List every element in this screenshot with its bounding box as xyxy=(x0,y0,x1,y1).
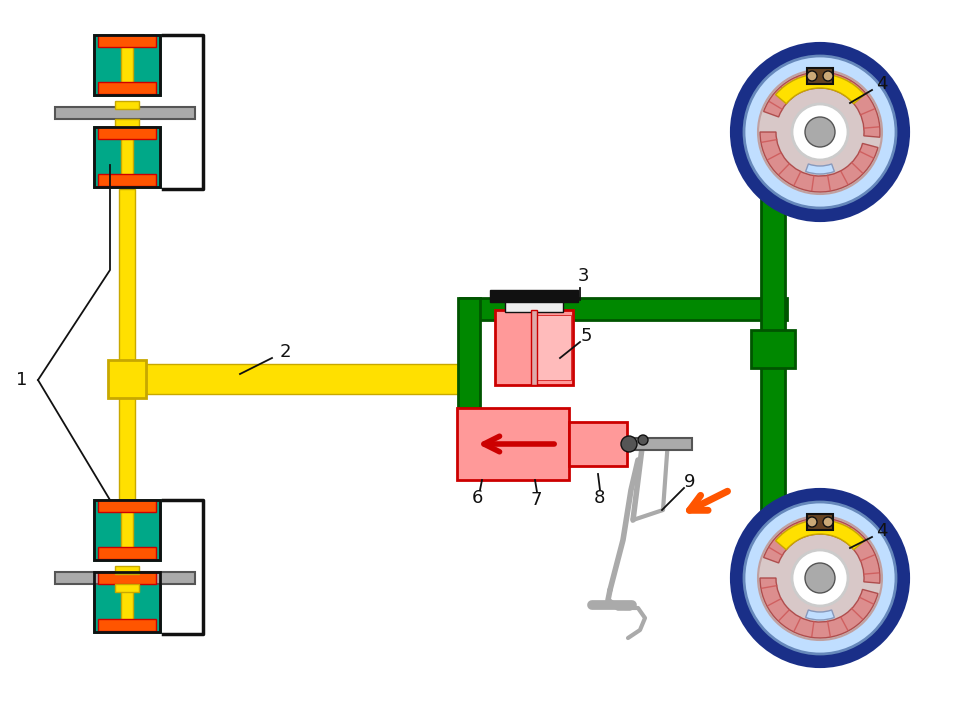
Wedge shape xyxy=(763,72,880,138)
Bar xyxy=(115,101,139,109)
Bar xyxy=(761,175,785,635)
Text: 5: 5 xyxy=(580,327,591,345)
Circle shape xyxy=(792,104,848,160)
Wedge shape xyxy=(760,132,878,192)
Circle shape xyxy=(732,490,908,666)
Bar xyxy=(94,572,160,632)
Bar xyxy=(121,35,133,95)
Wedge shape xyxy=(763,518,880,583)
Bar xyxy=(531,310,537,385)
Circle shape xyxy=(744,56,896,208)
Bar xyxy=(55,572,195,584)
Bar xyxy=(457,408,569,480)
Bar xyxy=(569,422,627,466)
Circle shape xyxy=(792,550,848,606)
Circle shape xyxy=(638,435,648,445)
Bar xyxy=(495,310,573,385)
Bar xyxy=(121,500,133,560)
Circle shape xyxy=(807,517,817,527)
Wedge shape xyxy=(760,578,878,638)
Bar xyxy=(55,107,195,119)
Circle shape xyxy=(823,517,833,527)
Circle shape xyxy=(805,117,835,147)
Bar xyxy=(490,290,578,302)
Bar xyxy=(98,619,156,631)
Bar xyxy=(94,500,160,560)
Bar xyxy=(94,127,160,187)
Bar xyxy=(807,68,833,84)
Bar xyxy=(534,315,571,380)
Bar xyxy=(505,302,563,312)
Bar xyxy=(98,127,156,139)
Bar xyxy=(94,35,160,95)
Bar xyxy=(627,438,692,450)
Circle shape xyxy=(823,71,833,81)
Text: 9: 9 xyxy=(684,473,696,491)
Bar xyxy=(98,174,156,186)
Text: 6: 6 xyxy=(471,489,483,507)
Bar xyxy=(121,127,133,187)
Bar xyxy=(751,330,795,368)
Circle shape xyxy=(744,502,896,654)
Bar xyxy=(98,35,156,47)
Circle shape xyxy=(621,436,637,452)
Text: 1: 1 xyxy=(16,371,28,389)
Text: 8: 8 xyxy=(593,489,605,507)
Wedge shape xyxy=(776,74,864,104)
Circle shape xyxy=(758,70,882,194)
Bar xyxy=(98,547,156,559)
Wedge shape xyxy=(805,610,834,620)
Bar xyxy=(115,566,139,574)
Bar xyxy=(98,500,156,512)
Bar xyxy=(121,572,133,632)
Circle shape xyxy=(807,71,817,81)
Bar xyxy=(119,189,135,500)
Bar xyxy=(807,514,833,530)
Bar xyxy=(115,119,139,127)
Bar xyxy=(94,572,160,632)
Circle shape xyxy=(732,44,908,220)
Text: 3: 3 xyxy=(577,267,588,285)
Wedge shape xyxy=(805,164,834,174)
Bar xyxy=(94,500,160,560)
Bar xyxy=(98,82,156,94)
Bar xyxy=(115,584,139,592)
Text: 7: 7 xyxy=(530,491,541,509)
Bar xyxy=(108,360,146,398)
Circle shape xyxy=(758,516,882,640)
Bar xyxy=(146,364,460,394)
Text: 2: 2 xyxy=(279,343,291,361)
Wedge shape xyxy=(776,520,864,549)
Bar xyxy=(458,298,480,408)
Text: 4: 4 xyxy=(876,75,888,93)
Bar xyxy=(94,127,160,187)
Bar xyxy=(94,35,160,95)
Bar xyxy=(460,298,787,320)
Circle shape xyxy=(805,563,835,593)
Bar xyxy=(98,572,156,584)
Text: 4: 4 xyxy=(876,522,888,540)
